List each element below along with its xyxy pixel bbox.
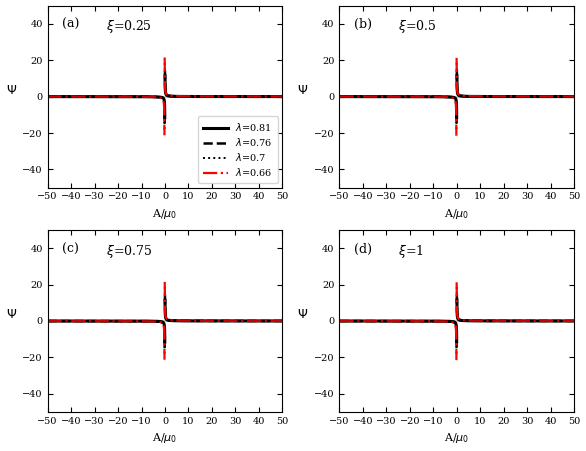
$\lambda$=0.76 — [44, 94, 51, 99]
$\lambda$=0.7 — [80, 94, 87, 99]
$\lambda$=0.76 — [145, 94, 152, 100]
$\lambda$=0.66 — [95, 94, 102, 99]
Y-axis label: $\Psi$: $\Psi$ — [298, 308, 309, 321]
$\lambda$=0.7 — [50, 94, 57, 99]
$\lambda$=0.7 — [149, 94, 156, 100]
Legend: $\lambda$=0.81, $\lambda$=0.76, $\lambda$=0.7, $\lambda$=0.66: $\lambda$=0.81, $\lambda$=0.76, $\lambda… — [199, 116, 278, 183]
$\lambda$=0.66 — [120, 94, 127, 99]
$\lambda$=0.76 — [152, 94, 159, 100]
$\lambda$=0.76 — [127, 94, 134, 99]
Text: (a): (a) — [62, 18, 79, 31]
$\lambda$=0.66 — [44, 94, 51, 99]
$\lambda$=0.66 — [95, 94, 102, 99]
$\lambda$=0.81 — [137, 94, 144, 99]
$\lambda$=0.81 — [153, 94, 160, 100]
$\lambda$=0.66 — [161, 133, 168, 138]
$\lambda$=0.81 — [161, 101, 168, 107]
$\lambda$=0.81 — [158, 95, 165, 100]
$\lambda$=0.81 — [44, 94, 51, 99]
Text: (b): (b) — [353, 18, 372, 31]
$\lambda$=0.76 — [53, 94, 60, 99]
Y-axis label: $\Psi$: $\Psi$ — [298, 83, 309, 97]
$\lambda$=0.81 — [114, 94, 121, 99]
X-axis label: A/$\mu_0$: A/$\mu_0$ — [152, 432, 178, 446]
$\lambda$=0.66 — [145, 94, 152, 100]
$\lambda$=0.7 — [45, 94, 52, 99]
$\lambda$=0.81 — [139, 94, 146, 99]
Text: (c): (c) — [62, 243, 79, 256]
Line: $\lambda$=0.81: $\lambda$=0.81 — [47, 97, 165, 118]
Line: $\lambda$=0.76: $\lambda$=0.76 — [47, 97, 165, 124]
Text: $\xi$=0.25: $\xi$=0.25 — [106, 18, 152, 35]
$\lambda$=0.7 — [52, 94, 59, 99]
Text: $\xi$=0.75: $\xi$=0.75 — [106, 243, 152, 260]
Line: $\lambda$=0.7: $\lambda$=0.7 — [47, 97, 165, 130]
Line: $\lambda$=0.66: $\lambda$=0.66 — [47, 97, 165, 135]
X-axis label: A/$\mu_0$: A/$\mu_0$ — [444, 207, 469, 221]
Text: $\xi$=1: $\xi$=1 — [398, 243, 424, 260]
X-axis label: A/$\mu_0$: A/$\mu_0$ — [444, 432, 469, 446]
$\lambda$=0.76 — [161, 121, 168, 126]
$\lambda$=0.7 — [146, 94, 153, 100]
Y-axis label: $\Psi$: $\Psi$ — [5, 83, 16, 97]
Text: (d): (d) — [353, 243, 372, 256]
$\lambda$=0.66 — [94, 94, 101, 99]
$\lambda$=0.81 — [161, 115, 168, 120]
Text: $\xi$=0.5: $\xi$=0.5 — [398, 18, 437, 35]
$\lambda$=0.76 — [73, 94, 80, 99]
$\lambda$=0.66 — [142, 94, 149, 100]
$\lambda$=0.7 — [161, 128, 168, 133]
Y-axis label: $\Psi$: $\Psi$ — [5, 308, 16, 321]
$\lambda$=0.7 — [44, 94, 51, 99]
X-axis label: A/$\mu_0$: A/$\mu_0$ — [152, 207, 178, 221]
$\lambda$=0.76 — [60, 94, 67, 99]
